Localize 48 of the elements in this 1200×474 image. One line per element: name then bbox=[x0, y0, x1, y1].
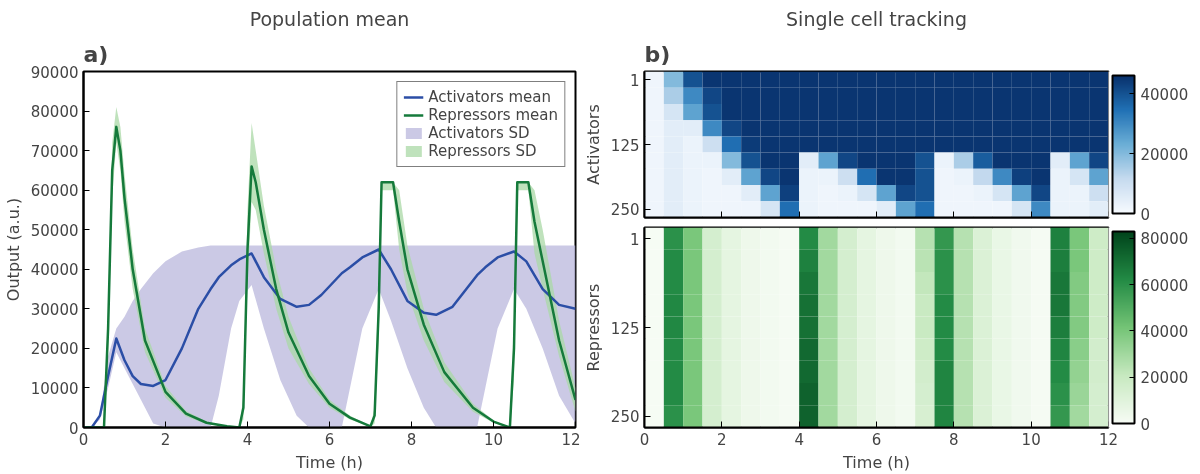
chart-title: Population mean bbox=[249, 7, 410, 30]
y-tick-label: 50000 bbox=[30, 221, 79, 240]
x-tick-label: 10 bbox=[1021, 430, 1041, 449]
x-tick-label: 4 bbox=[794, 430, 804, 449]
x-tick-label: 6 bbox=[324, 430, 335, 449]
color-bar-label: 80000 bbox=[1140, 230, 1189, 249]
y-axis-title: Output (a.u.) bbox=[3, 197, 23, 302]
y-tick-label: 90000 bbox=[30, 63, 79, 82]
y-axis-title: Activators bbox=[583, 104, 603, 185]
y-tick-label: 80000 bbox=[30, 103, 79, 122]
y-tick-label: 250 bbox=[610, 408, 640, 427]
y-tick-label: 70000 bbox=[30, 142, 79, 161]
x-tick-label: 4 bbox=[242, 430, 253, 449]
y-tick-label: 1 bbox=[629, 230, 640, 249]
chart-title: Single cell tracking bbox=[786, 7, 967, 30]
legend-label: Activators SD bbox=[428, 124, 530, 142]
color-bar-label: 20000 bbox=[1140, 369, 1189, 388]
legend-label: Activators mean bbox=[428, 88, 552, 106]
legend-label: Repressors mean bbox=[428, 106, 558, 124]
color-bar-label: 20000 bbox=[1140, 145, 1189, 164]
y-axis-title: Repressors bbox=[583, 283, 603, 372]
y-tick-label: 20000 bbox=[30, 340, 79, 359]
x-tick-label: 10 bbox=[483, 430, 504, 449]
y-tick-label: 10000 bbox=[30, 379, 79, 398]
x-tick-label: 12 bbox=[1098, 430, 1119, 449]
x-tick-label: 8 bbox=[406, 430, 417, 449]
x-axis-title: Time (h) bbox=[842, 452, 910, 472]
y-tick-label: 60000 bbox=[30, 182, 79, 201]
color-bar-label: 0 bbox=[1140, 205, 1151, 224]
text: b) bbox=[644, 41, 671, 67]
color-bar-label: 40000 bbox=[1140, 85, 1189, 104]
color-bar-label: 40000 bbox=[1140, 322, 1189, 341]
y-tick-label: 125 bbox=[610, 136, 640, 155]
x-tick-label: 2 bbox=[160, 430, 171, 449]
color-bar-label: 0 bbox=[1140, 415, 1151, 434]
x-tick-label: 8 bbox=[949, 430, 959, 449]
y-tick-label: 30000 bbox=[30, 300, 79, 319]
y-tick-label: 250 bbox=[610, 201, 640, 220]
x-tick-label: 2 bbox=[717, 430, 727, 449]
x-tick-label: 12 bbox=[561, 430, 581, 449]
y-tick-label: 125 bbox=[610, 319, 640, 338]
x-axis-title: Time (h) bbox=[295, 452, 363, 472]
y-tick-label: 40000 bbox=[30, 261, 79, 280]
y-tick-label: 1 bbox=[629, 71, 640, 90]
text: a) bbox=[83, 41, 109, 67]
legend-label: Repressors SD bbox=[428, 142, 537, 160]
x-tick-label: 6 bbox=[871, 430, 882, 449]
color-bar-label: 60000 bbox=[1140, 276, 1189, 295]
